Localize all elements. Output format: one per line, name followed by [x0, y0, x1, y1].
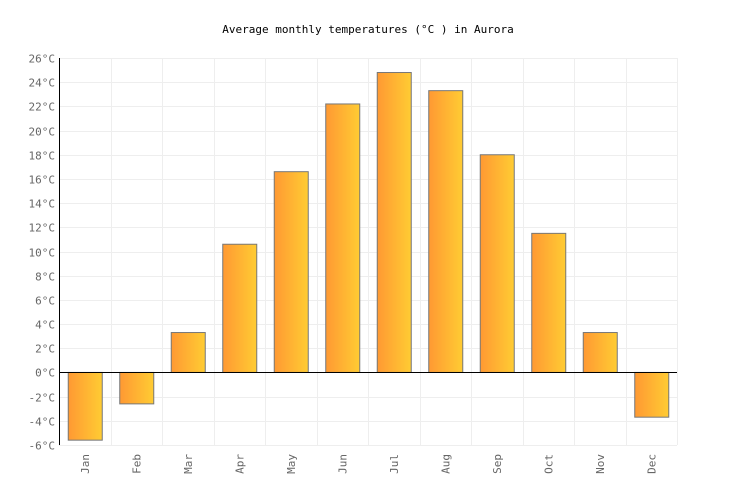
bar-jan	[67, 371, 103, 441]
y-tick-label: 0°C	[35, 367, 55, 380]
x-tick-label: Mar	[182, 454, 195, 474]
y-tick-label: 8°C	[35, 271, 55, 284]
y-tick-label: 2°C	[35, 343, 55, 356]
x-tick-label: Jan	[79, 454, 92, 474]
y-tick-label: 12°C	[29, 222, 56, 235]
x-tick-label: Jun	[336, 454, 349, 474]
bar-feb	[119, 371, 155, 405]
y-tick-label: 20°C	[29, 126, 56, 139]
bar-aug	[428, 90, 464, 373]
x-tick-label: Jul	[388, 454, 401, 474]
y-tick-label: 10°C	[29, 247, 56, 260]
x-tick-label: May	[285, 454, 298, 474]
bar-sep	[479, 154, 515, 373]
x-tick-label: Sep	[491, 454, 504, 474]
x-tick-label: Apr	[233, 454, 246, 474]
x-tick-label: Nov	[594, 454, 607, 474]
y-tick-label: 14°C	[29, 198, 56, 211]
bar-oct	[531, 232, 567, 373]
x-tick-label: Feb	[130, 454, 143, 474]
y-tick-label: 18°C	[29, 150, 56, 163]
bar-mar	[170, 332, 206, 373]
y-tick-label: -4°C	[29, 416, 56, 429]
y-tick-label: 16°C	[29, 174, 56, 187]
bar-apr	[222, 243, 258, 373]
x-tick-label: Oct	[542, 454, 555, 474]
bar-jul	[376, 72, 412, 373]
bar-dec	[634, 371, 670, 418]
y-tick-label: -2°C	[29, 392, 56, 405]
x-tick-label: Dec	[645, 454, 658, 474]
y-tick-label: 24°C	[29, 77, 56, 90]
y-tick-label: 4°C	[35, 319, 55, 332]
bar-jun	[325, 103, 361, 373]
bar-nov	[582, 332, 618, 373]
y-tick-label: 26°C	[29, 53, 56, 66]
y-tick-label: 6°C	[35, 295, 55, 308]
y-tick-label: 22°C	[29, 101, 56, 114]
chart-title: Average monthly temperatures (°C ) in Au…	[222, 23, 513, 36]
x-tick-label: Aug	[439, 454, 452, 474]
bar-may	[273, 171, 309, 373]
y-tick-label: -6°C	[29, 440, 56, 453]
